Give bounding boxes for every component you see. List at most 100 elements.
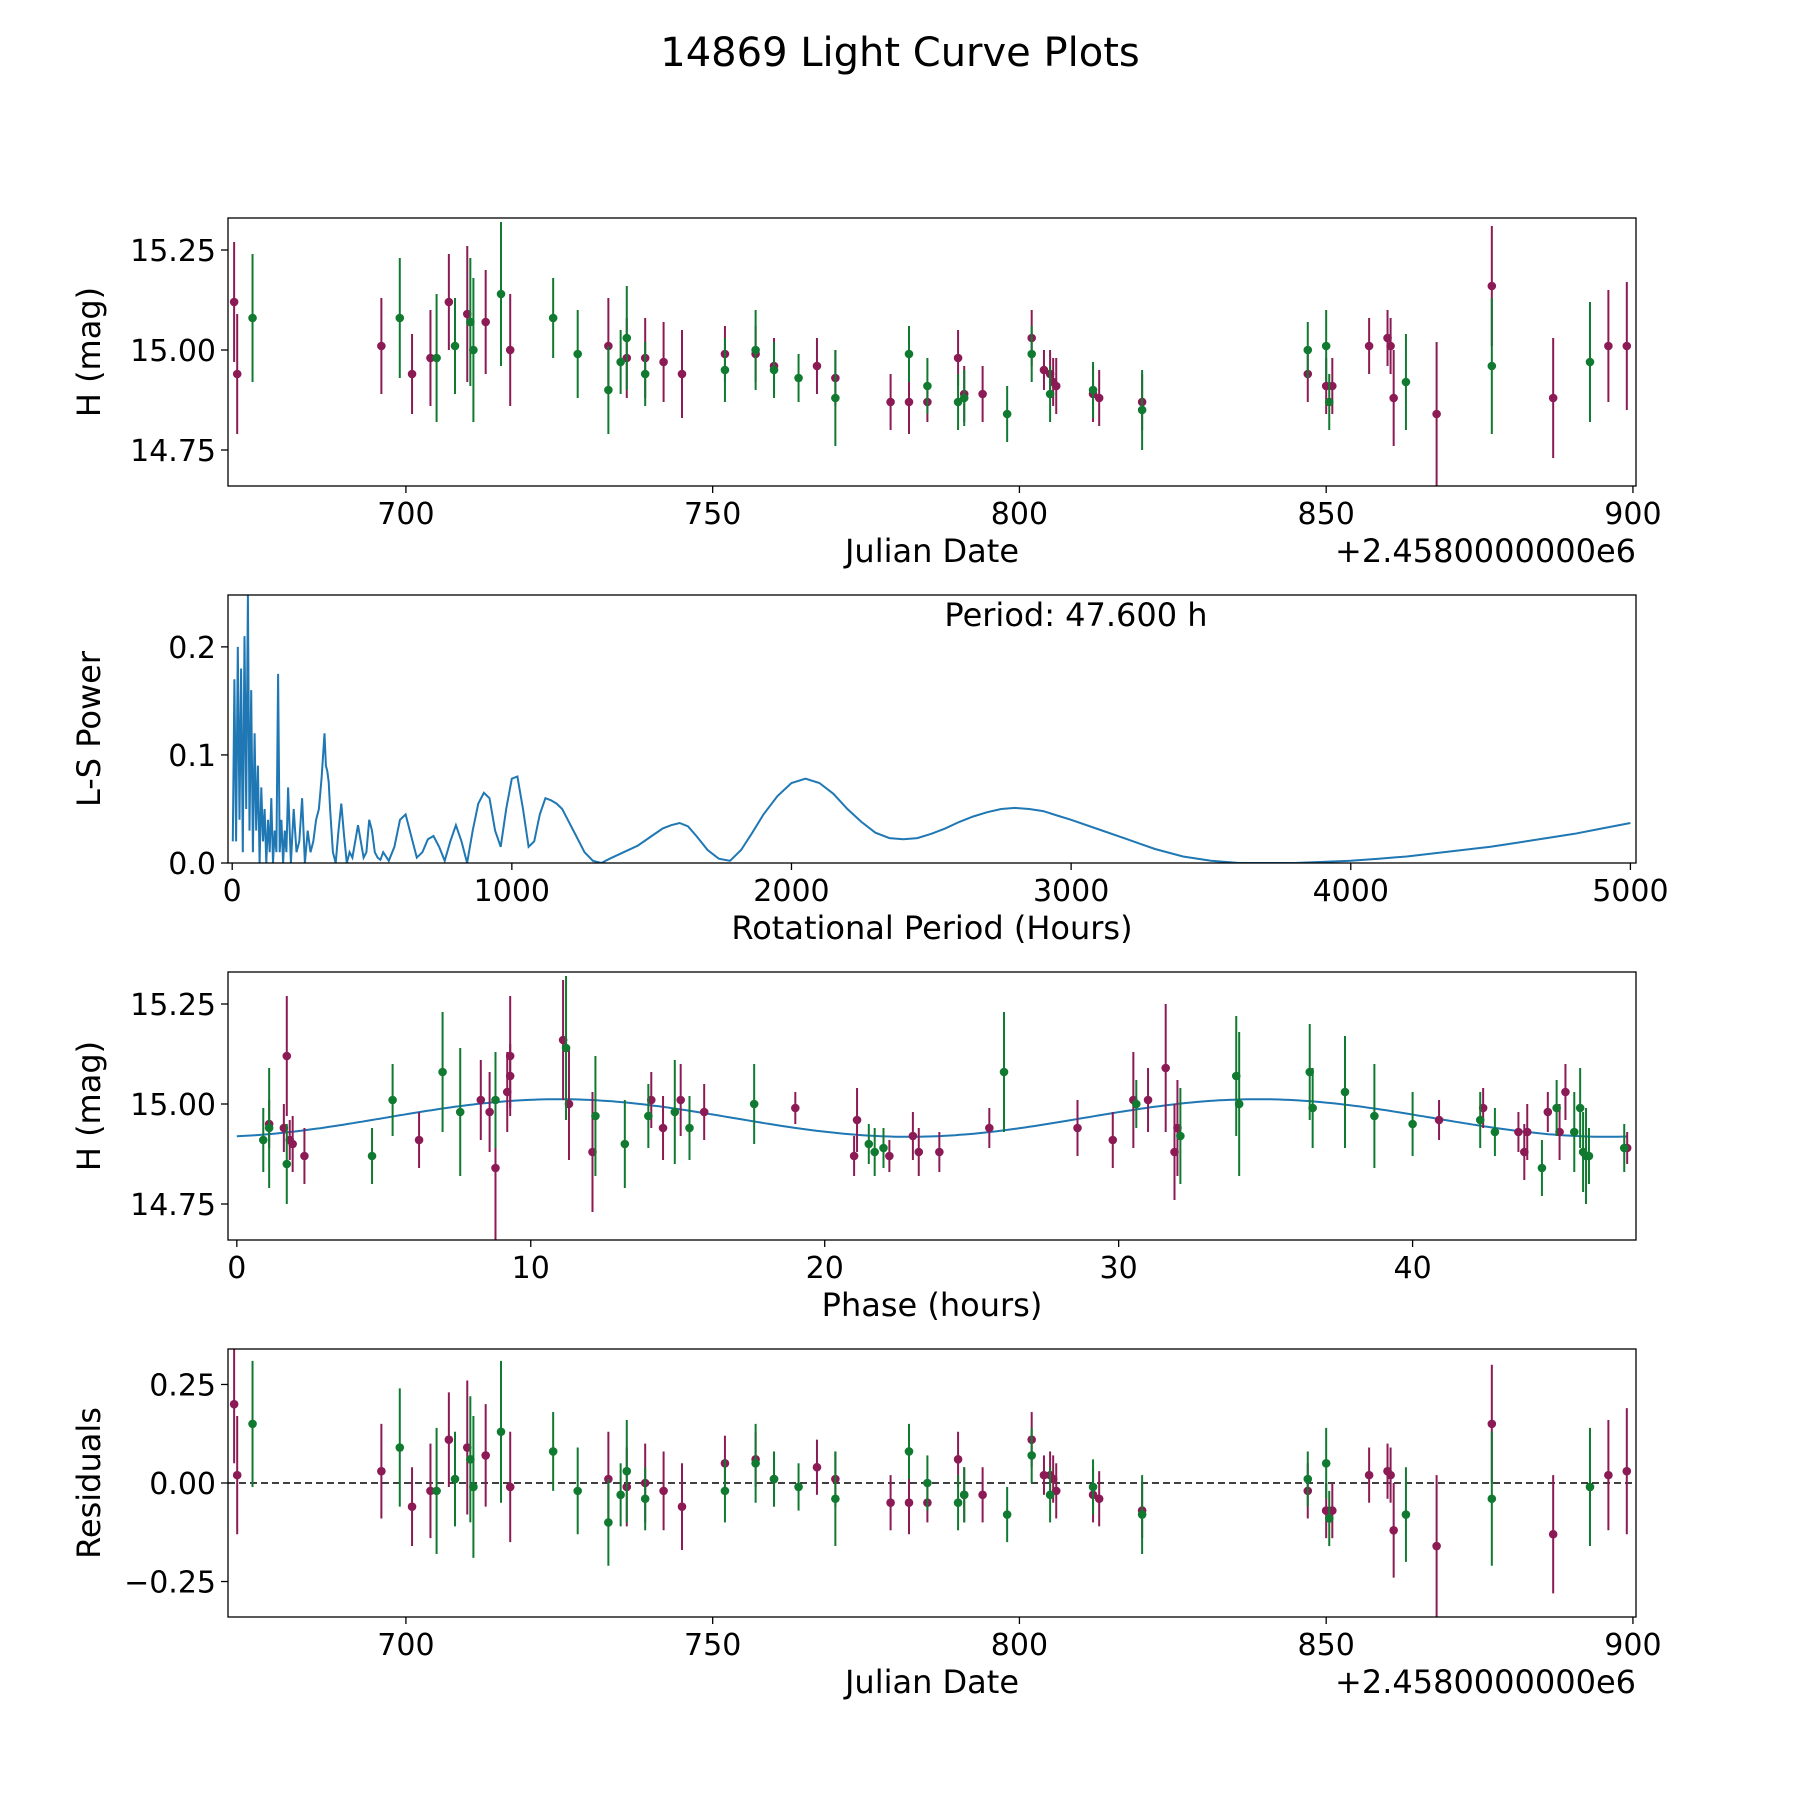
data-point <box>659 1486 668 1496</box>
data-point <box>414 1135 424 1145</box>
data-point <box>496 289 506 299</box>
data-point <box>258 1135 268 1145</box>
data-point <box>444 297 454 307</box>
data-point <box>978 1490 987 1500</box>
data-point <box>1537 1163 1547 1173</box>
data-point <box>1401 377 1411 387</box>
light-curve-plot-area <box>229 222 1632 486</box>
data-point <box>377 1466 386 1476</box>
data-point <box>1408 1119 1417 1129</box>
data-point <box>885 1151 894 1161</box>
data-point <box>904 349 914 359</box>
data-point <box>232 369 242 379</box>
data-point <box>1051 381 1061 391</box>
data-point <box>1073 1123 1082 1133</box>
data-point <box>1321 341 1331 351</box>
data-point <box>1475 1115 1485 1125</box>
data-point <box>1432 1541 1441 1551</box>
data-point <box>1585 1482 1595 1492</box>
data-point <box>505 345 515 355</box>
figure-title: 14869 Light Curve Plots <box>660 30 1139 76</box>
y-tick-label: 15.25 <box>130 234 216 269</box>
x-tick-label: 1000 <box>474 874 550 909</box>
data-point <box>1340 1087 1350 1097</box>
data-point <box>769 365 779 375</box>
x-tick-label: 10 <box>512 1251 550 1286</box>
data-point <box>870 1147 879 1157</box>
data-point <box>388 1095 397 1105</box>
data-point <box>852 1115 862 1125</box>
data-point <box>658 1123 668 1133</box>
data-point <box>622 333 632 343</box>
data-point <box>1324 1514 1334 1523</box>
data-point <box>573 349 582 359</box>
data-point <box>1303 1474 1313 1484</box>
data-point <box>229 297 239 307</box>
data-point <box>1543 1107 1553 1117</box>
data-point <box>1303 345 1313 355</box>
data-point <box>485 1107 494 1117</box>
data-point <box>935 1147 944 1157</box>
data-point <box>1514 1127 1523 1137</box>
data-point <box>1575 1103 1585 1113</box>
data-point <box>496 1427 506 1437</box>
data-point <box>395 1443 405 1452</box>
x-tick-label: 850 <box>1298 497 1355 532</box>
period-annotation: Period: 47.600 h <box>944 596 1207 634</box>
data-point <box>377 341 386 351</box>
x-tick-label: 2000 <box>753 874 829 909</box>
data-point <box>953 353 963 363</box>
data-point <box>953 1455 963 1464</box>
x-tick-label: 700 <box>377 1628 434 1663</box>
y-tick-label: 14.75 <box>130 434 216 469</box>
data-point <box>1604 1470 1613 1480</box>
data-point <box>794 373 803 383</box>
data-point <box>282 1051 292 1061</box>
data-point <box>751 1458 760 1468</box>
data-point <box>999 1067 1009 1077</box>
y-tick-label: 0.2 <box>168 631 216 666</box>
data-point <box>407 369 417 379</box>
data-point <box>904 1447 914 1456</box>
data-point <box>1324 397 1334 407</box>
data-point <box>644 1111 653 1121</box>
data-point <box>548 1447 558 1456</box>
fit-curve-line <box>236 1098 1628 1138</box>
data-point <box>604 385 613 395</box>
data-point <box>1108 1135 1118 1145</box>
y-tick-label: 0.0 <box>168 847 216 882</box>
y-tick-label: −0.25 <box>124 1566 216 1601</box>
x-tick-label: 40 <box>1394 1251 1432 1286</box>
data-point <box>1401 1510 1411 1519</box>
panels: 700 750 800 850 900 14.75 15.00 15.25 Julian Dat… <box>70 217 1669 1701</box>
data-point <box>426 1486 435 1496</box>
residuals-x-axis-label: Julian Date <box>843 1663 1019 1701</box>
data-point <box>229 1399 239 1409</box>
y-tick-label: 0.25 <box>149 1368 216 1403</box>
data-point <box>616 1490 625 1500</box>
x-tick-label: 5000 <box>1592 874 1668 909</box>
periodogram-series-line <box>231 595 1631 863</box>
data-point <box>812 361 822 371</box>
data-point <box>491 1095 500 1105</box>
data-point <box>1137 1510 1147 1519</box>
data-point <box>1434 1115 1444 1125</box>
data-point <box>978 389 987 399</box>
data-point <box>622 1466 632 1476</box>
data-point <box>620 1139 630 1149</box>
data-point <box>1561 1087 1570 1097</box>
data-point <box>450 341 460 351</box>
data-point <box>720 365 730 375</box>
data-point <box>904 397 914 407</box>
data-point <box>1622 1466 1632 1476</box>
data-point <box>616 357 625 367</box>
phase-curve-x-axis-label: Phase (hours) <box>822 1286 1043 1324</box>
y-tick-label: 0.1 <box>168 739 216 774</box>
data-point <box>886 1498 895 1508</box>
data-point <box>676 1095 685 1105</box>
data-point <box>849 1151 859 1161</box>
data-point <box>407 1502 417 1511</box>
data-point <box>1522 1127 1532 1137</box>
data-point <box>769 1474 779 1484</box>
light-curve-series-b <box>248 222 1595 450</box>
